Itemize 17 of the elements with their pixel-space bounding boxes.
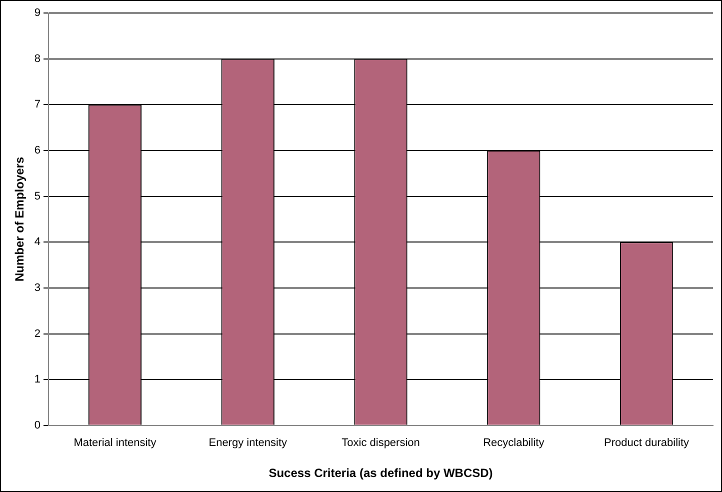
y-tick-label: 2	[34, 328, 41, 340]
y-axis-title: Number of Employers	[12, 156, 27, 282]
y-tick-label: 6	[34, 144, 41, 156]
y-tick-label: 5	[34, 190, 41, 202]
x-tick-label: Energy intensity	[208, 437, 288, 450]
x-tick-label: Material intensity	[74, 437, 157, 450]
y-tick-label: 9	[34, 7, 41, 20]
y-tick-label: 1	[34, 374, 41, 386]
y-tick-label: 0	[34, 419, 41, 432]
y-tick-label: 3	[34, 282, 41, 294]
x-tick-label: Toxic dispersion	[342, 437, 420, 450]
y-tick-label: 8	[34, 52, 41, 65]
x-axis-title: Sucess Criteria (as defined by WBCSD)	[268, 466, 493, 480]
x-tick-label: Recyclability	[483, 437, 545, 450]
y-tick-label: 7	[34, 98, 41, 111]
y-tick-label: 4	[34, 236, 41, 248]
x-tick-label: Product durability	[604, 437, 690, 450]
